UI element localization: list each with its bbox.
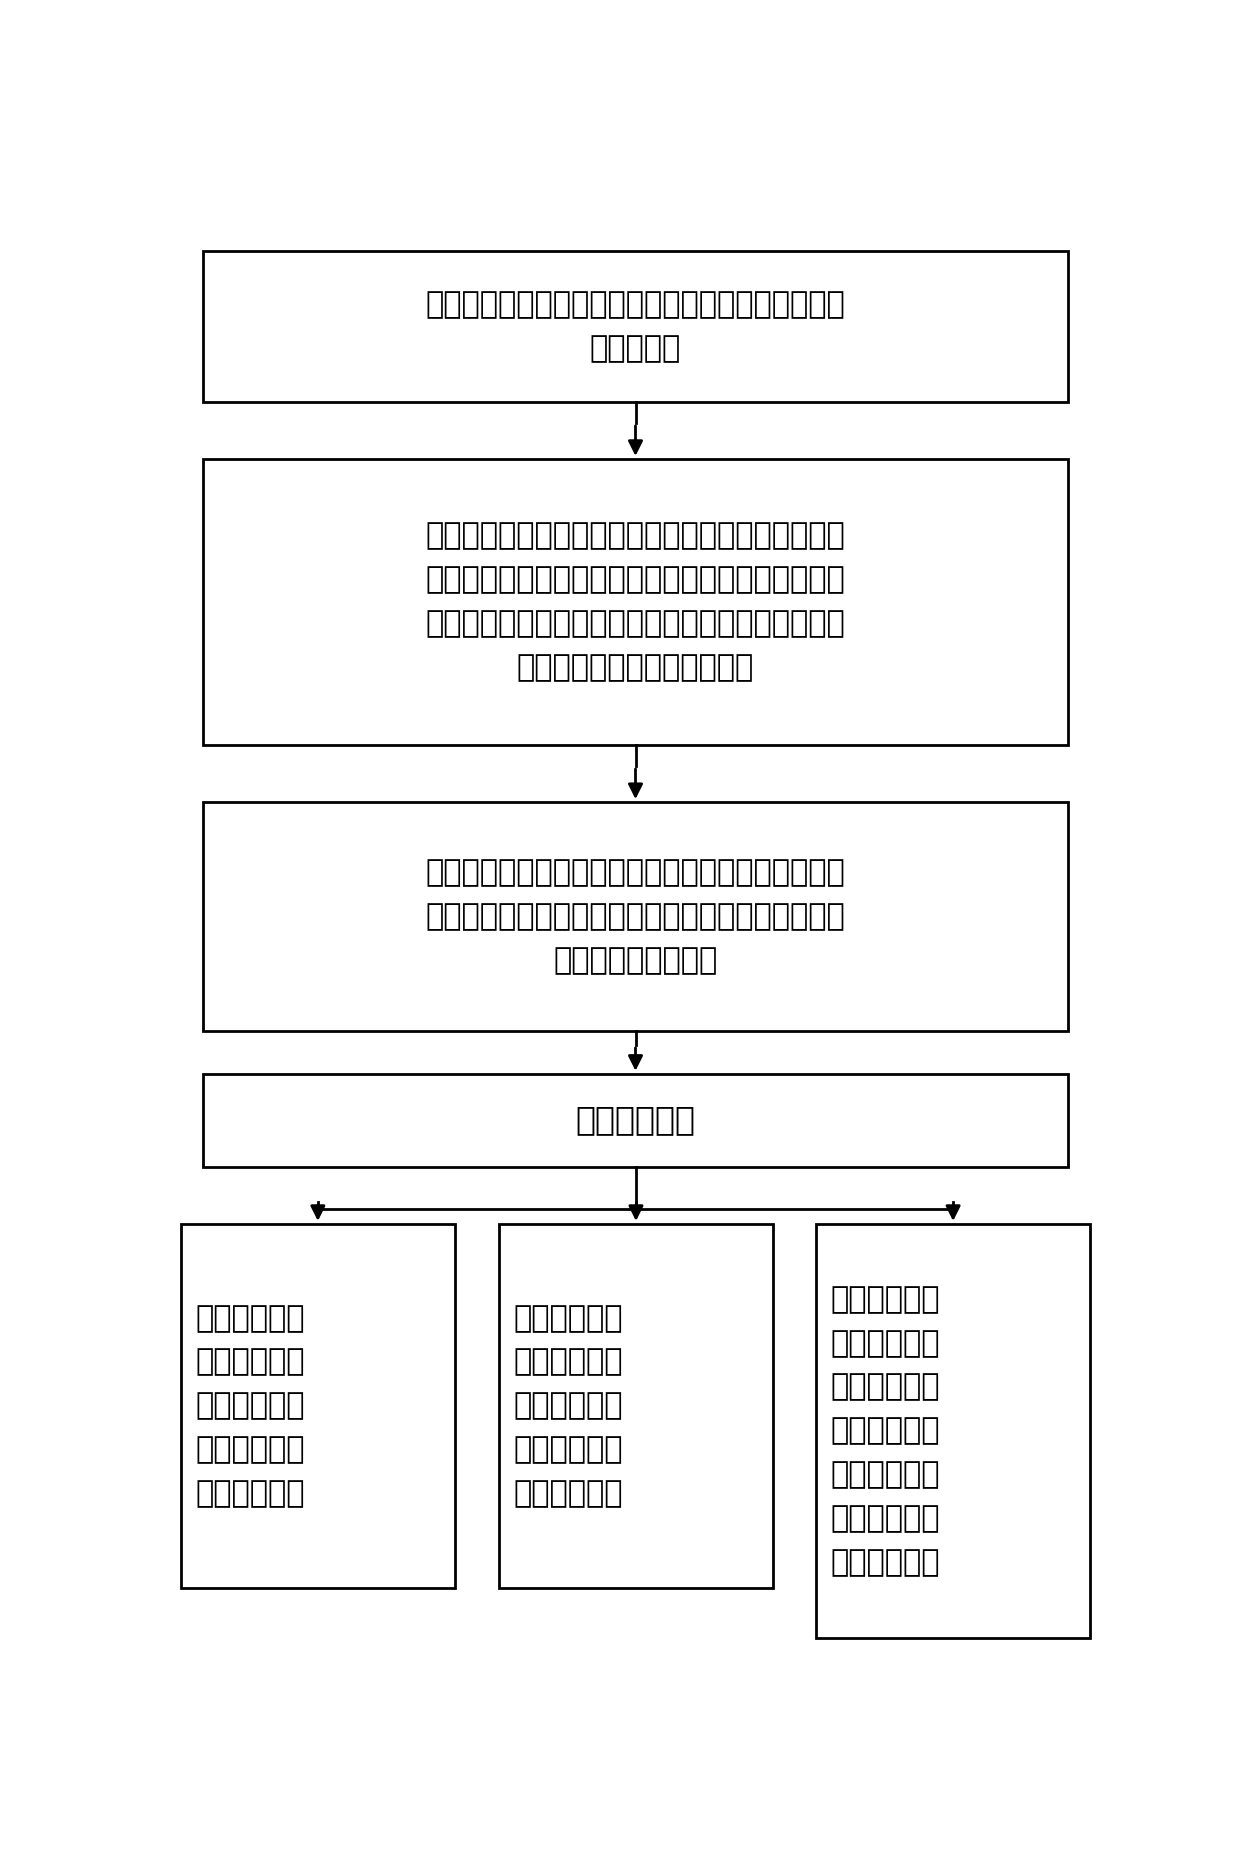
Text: 远端控制设备收到压力信号后、远控打开第一电动截
止阀和第二电动截止阀，使第一气路和第二气路中的
气体均进入储气罐中: 远端控制设备收到压力信号后、远控打开第一电动截 止阀和第二电动截止阀，使第一气路… (425, 858, 846, 975)
Bar (203, 802, 1068, 1031)
Text: 当第一减压器
和第二减压器
均失效时，则
通过储气罐中
储存的气体保
证多个气动阀
门的用气需求: 当第一减压器 和第二减压器 均失效时，则 通过储气罐中 储存的气体保 证多个气动… (831, 1285, 940, 1577)
Text: 当第二减压器
失效时，则通
过第一气路在
线冗余热备份
实现正常供气: 当第二减压器 失效时，则通 过第一气路在 线冗余热备份 实现正常供气 (513, 1304, 622, 1508)
Text: 当第一减压器
失效时，则通
过第二气路在
线冗余热备份
实现正常供气: 当第一减压器 失效时，则通 过第二气路在 线冗余热备份 实现正常供气 (196, 1304, 305, 1508)
Bar (498, 1224, 773, 1588)
Text: 分别调节第一减压器和第二减压器，并使两个减压器
出口的气压均为气动阀门工作压力的上限值，将第一
远程压力传感器和第二远程压力传感器各自采集的压
力信号均传输至远: 分别调节第一减压器和第二减压器，并使两个减压器 出口的气压均为气动阀门工作压力的… (425, 522, 846, 682)
Bar (203, 459, 1068, 745)
Text: 人员撤离前，手动打开气源截止阀，使气源内的气体
进入集气管: 人员撤离前，手动打开气源截止阀，使气源内的气体 进入集气管 (425, 290, 846, 362)
Bar (203, 1073, 1068, 1166)
Text: 人员撤离现场: 人员撤离现场 (575, 1103, 696, 1136)
Bar (816, 1224, 1090, 1638)
Bar (181, 1224, 455, 1588)
Bar (203, 251, 1068, 401)
